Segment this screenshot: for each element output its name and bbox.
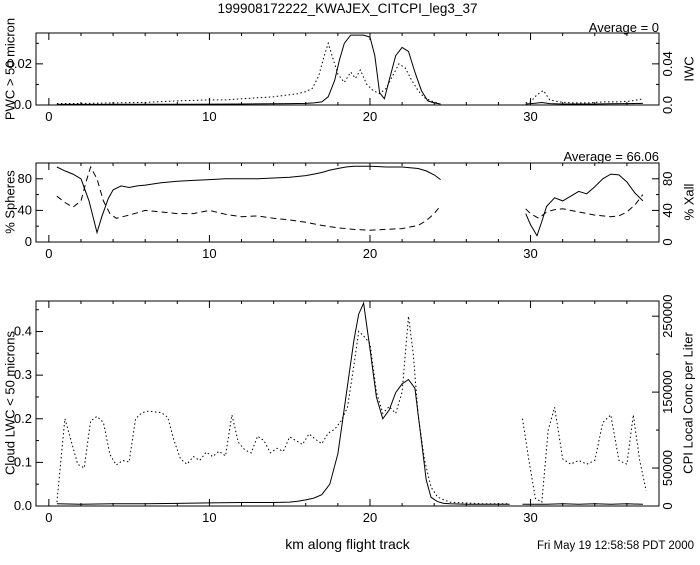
svg-text:10: 10 — [202, 109, 216, 124]
svg-text:0: 0 — [45, 246, 52, 261]
svg-text:10: 10 — [202, 246, 216, 261]
timestamp: Fri May 19 12:58:58 PDT 2000 — [536, 540, 694, 552]
svg-text:0.0: 0.0 — [14, 498, 32, 513]
svg-text:0.3: 0.3 — [14, 367, 32, 382]
svg-text:20: 20 — [363, 510, 377, 525]
svg-text:10: 10 — [202, 510, 216, 525]
svg-text:0.2: 0.2 — [14, 411, 32, 426]
svg-text:50000: 50000 — [660, 450, 675, 486]
svg-text:80: 80 — [660, 172, 675, 186]
svg-text:0: 0 — [660, 238, 675, 245]
svg-text:30: 30 — [523, 510, 537, 525]
svg-text:0.1: 0.1 — [14, 454, 32, 469]
svg-text:0: 0 — [25, 234, 32, 249]
svg-text:30: 30 — [523, 109, 537, 124]
svg-text:0.02: 0.02 — [7, 56, 32, 71]
average-annotation-panel1: Average = 0 — [588, 20, 659, 35]
svg-text:0.4: 0.4 — [14, 324, 32, 339]
average-annotation-panel2: Average = 66.06 — [563, 149, 659, 164]
svg-text:0: 0 — [45, 109, 52, 124]
lwc-cpi-conc-chart: 0 10 20 30 0.0 0.1 0.2 0.3 0.4 0 50000 150000 250000 — [14, 294, 675, 525]
svg-text:40: 40 — [18, 202, 32, 217]
pwc-iwc-chart: 0 10 20 30 0.0 0.02 0.0 0.04 — [7, 32, 675, 124]
svg-text:20: 20 — [363, 246, 377, 261]
spheres-xall-chart: 0 10 20 30 0 40 80 0 40 80 — [18, 162, 675, 261]
plot-title: 199908172222_KWAJEX_CITCPI_leg3_37 — [217, 1, 478, 16]
svg-text:0: 0 — [45, 510, 52, 525]
svg-text:0.0: 0.0 — [14, 97, 32, 112]
svg-text:0.0: 0.0 — [660, 96, 675, 114]
svg-text:0: 0 — [660, 502, 675, 509]
svg-text:250000: 250000 — [660, 294, 675, 337]
svg-text:20: 20 — [363, 109, 377, 124]
svg-text:30: 30 — [523, 246, 537, 261]
svg-text:80: 80 — [18, 171, 32, 186]
svg-text:150000: 150000 — [660, 370, 675, 413]
x-axis-label: km along flight track — [285, 536, 410, 552]
svg-text:40: 40 — [660, 203, 675, 217]
svg-text:0.04: 0.04 — [660, 51, 675, 76]
